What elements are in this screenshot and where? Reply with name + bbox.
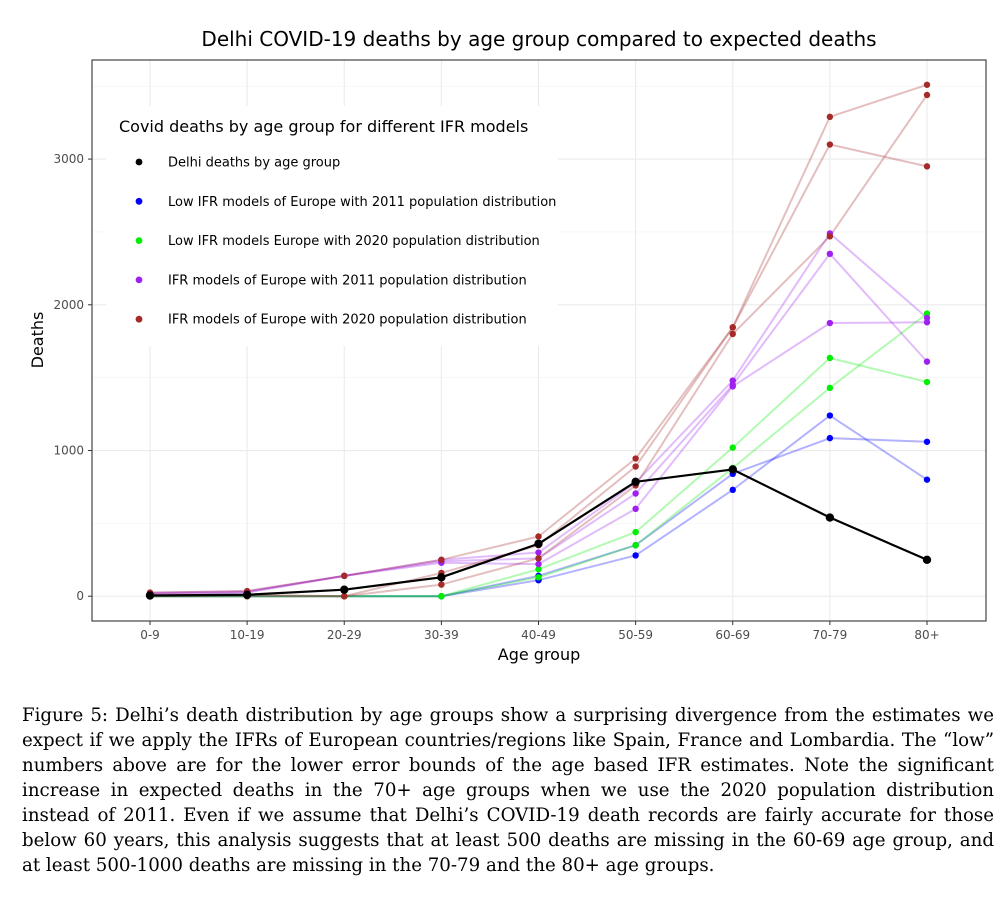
legend-label: Low IFR models of Europe with 2011 popul… [168,195,556,210]
figure-caption: Figure 5: Delhi’s death distribution by … [22,705,994,876]
data-point-ifr2020 [923,81,931,88]
chart: Delhi COVID-19 deaths by age group compa… [28,27,987,664]
data-point-ifr2011 [729,377,736,384]
data-point-ifr2011 [729,381,736,389]
data-point-low2011 [923,438,931,445]
legend-label: Low IFR models Europe with 2020 populati… [168,234,540,249]
legend-key [135,237,143,245]
data-point-ifr2020 [923,163,931,170]
data-point-ifr2011 [923,314,931,322]
x-tick-label: 80+ [914,628,939,642]
y-axis-title: Deaths [28,312,47,369]
legend-title: Covid deaths by age group for different … [119,117,528,136]
data-point-low2020 [826,354,834,362]
data-point-low2020 [438,593,445,600]
data-point-low2011 [729,486,736,494]
data-point-ifr2020 [826,113,834,121]
x-tick-label: 60-69 [715,628,750,642]
y-tick-label: 0 [76,589,84,603]
y-tick-label: 1000 [53,444,84,458]
data-point-delhi [922,555,932,564]
data-point-delhi [145,591,155,600]
data-point-ifr2020 [341,593,348,600]
legend-key [135,158,143,166]
data-point-low2020 [535,566,542,573]
plot-border [91,59,987,622]
data-point-ifr2011 [826,250,834,257]
data-point-ifr2020 [535,533,542,540]
legend-label: Delhi deaths by age group [168,156,340,171]
data-point-delhi [437,573,446,582]
legend-label: IFR models of Europe with 2011 populatio… [168,273,527,288]
data-point-ifr2020 [826,141,834,148]
data-point-low2011 [826,412,834,419]
data-point-ifr2020 [632,455,639,462]
data-point-ifr2011 [923,358,931,365]
legend-key [135,276,143,284]
x-tick-label: 30-39 [424,628,459,642]
legend-key [135,315,143,323]
x-tick-label: 20-29 [327,628,362,642]
y-tick-label: 3000 [53,152,84,166]
data-point-ifr2011 [632,490,639,497]
data-point-ifr2020 [535,555,542,562]
data-point-low2020 [826,384,834,392]
data-point-ifr2020 [729,330,736,338]
data-point-low2020 [729,444,736,451]
data-point-low2020 [923,310,931,317]
data-point-delhi [728,465,737,474]
data-point-ifr2011 [535,560,542,568]
data-point-ifr2020 [729,324,736,331]
data-point-low2011 [826,434,834,442]
data-point-ifr2020 [923,91,931,99]
legend-box [106,106,558,346]
data-point-low2011 [923,476,931,483]
data-point-low2020 [535,574,542,581]
legend-key [135,197,143,205]
chart-container: Delhi COVID-19 deaths by age group compa… [28,27,987,664]
data-point-low2020 [632,542,639,549]
data-point-ifr2020 [826,233,834,240]
data-point-ifr2011 [826,319,834,327]
data-point-low2020 [632,528,639,536]
data-point-delhi [534,539,543,548]
data-point-ifr2020 [438,556,445,563]
data-point-delhi [242,590,252,599]
x-tick-label: 10-19 [230,628,265,642]
data-point-ifr2011 [923,319,931,326]
data-point-delhi [340,585,349,594]
data-point-delhi [631,477,640,487]
data-point-delhi [825,513,835,522]
data-point-ifr2011 [632,505,639,512]
data-point-low2020 [923,378,931,386]
x-tick-label: 50-59 [618,628,653,642]
data-point-ifr2020 [632,463,639,470]
x-tick-label: 70-79 [812,628,847,642]
data-point-low2011 [632,552,639,559]
data-point-ifr2020 [341,572,348,580]
x-tick-label: 0-9 [140,628,160,642]
chart-title: Delhi COVID-19 deaths by age group compa… [201,27,876,51]
legend-label: IFR models of Europe with 2020 populatio… [168,313,527,328]
y-tick-label: 2000 [53,298,84,312]
x-tick-label: 40-49 [521,628,556,642]
x-axis-title: Age group [498,645,581,664]
data-point-ifr2011 [535,549,542,556]
data-point-ifr2020 [438,581,445,588]
